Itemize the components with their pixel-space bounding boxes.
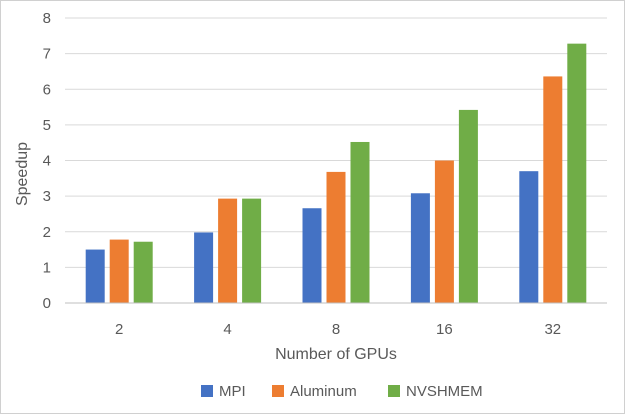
x-tick-label: 32 xyxy=(544,321,561,338)
legend-swatch-aluminum xyxy=(272,385,284,397)
legend-label-mpi: MPI xyxy=(219,383,246,400)
x-axis-ticks: 2 4 8 16 32 xyxy=(115,321,561,338)
bar-nvshmem-4 xyxy=(242,198,262,303)
legend-swatch-mpi xyxy=(201,385,213,397)
bar-mpi-32 xyxy=(519,171,539,303)
legend-label-nvshmem: NVSHMEM xyxy=(406,383,483,400)
x-tick-label: 4 xyxy=(223,321,231,338)
x-axis-label: Number of GPUs xyxy=(275,346,397,363)
bar-nvshmem-16 xyxy=(458,109,478,303)
y-tick-label: 0 xyxy=(43,295,51,312)
bar-nvshmem-32 xyxy=(567,43,587,304)
bar-aluminum-32 xyxy=(543,76,563,303)
bar-aluminum-8 xyxy=(326,171,346,303)
x-tick-label: 2 xyxy=(115,321,123,338)
legend: MPI Aluminum NVSHMEM xyxy=(201,383,483,400)
bar-mpi-8 xyxy=(302,208,322,303)
x-tick-label: 16 xyxy=(436,321,453,338)
y-tick-label: 2 xyxy=(43,224,51,241)
bar-mpi-4 xyxy=(194,232,214,303)
bar-aluminum-2 xyxy=(109,239,129,303)
y-tick-label: 8 xyxy=(43,10,51,27)
bar-mpi-16 xyxy=(410,193,430,303)
bars xyxy=(85,43,587,304)
bar-nvshmem-8 xyxy=(350,141,370,303)
y-tick-label: 1 xyxy=(43,259,51,276)
y-tick-label: 4 xyxy=(43,153,51,170)
bar-aluminum-16 xyxy=(434,160,454,303)
legend-swatch-nvshmem xyxy=(388,385,400,397)
y-tick-label: 5 xyxy=(43,117,51,134)
bar-mpi-2 xyxy=(85,249,105,303)
x-tick-label: 8 xyxy=(332,321,340,338)
y-axis-ticks: 0 1 2 3 4 5 6 7 8 xyxy=(43,10,51,312)
y-tick-label: 6 xyxy=(43,81,51,98)
bar-nvshmem-2 xyxy=(133,241,153,303)
y-tick-label: 7 xyxy=(43,46,51,63)
legend-label-aluminum: Aluminum xyxy=(290,383,357,400)
bar-aluminum-4 xyxy=(218,198,238,303)
y-axis-label: Speedup xyxy=(14,142,31,206)
y-tick-label: 3 xyxy=(43,188,51,205)
